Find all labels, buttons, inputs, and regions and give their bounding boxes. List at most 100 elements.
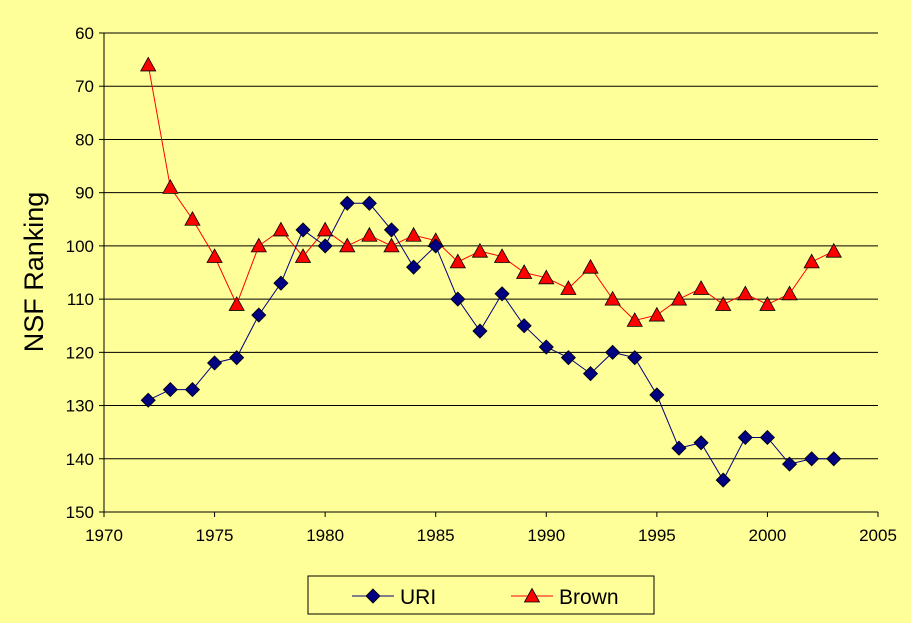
legend-entry-brown: Brown (511, 586, 619, 609)
series-line-brown (147, 64, 834, 321)
data-point-brown (294, 248, 312, 263)
data-point-uri (781, 456, 798, 472)
data-point-uri (317, 238, 333, 254)
data-point-brown (471, 242, 489, 258)
data-point-uri (826, 451, 842, 467)
data-point-uri (516, 318, 532, 334)
x-tick-label: 2005 (859, 526, 897, 545)
data-point-uri (582, 366, 599, 382)
data-point-brown (759, 296, 776, 311)
data-point-brown (626, 312, 643, 327)
data-point-brown (228, 296, 245, 311)
data-point-uri (140, 392, 156, 408)
data-point-uri (693, 435, 709, 451)
y-tick-label: 60 (75, 24, 94, 43)
legend-box (307, 575, 655, 615)
data-point-brown (715, 296, 732, 311)
data-point-brown (582, 258, 599, 274)
y-axis-ticks: 60 70 80 90 100 110 120 130 140 150 (66, 24, 104, 522)
data-point-brown (604, 290, 621, 306)
data-point-uri (339, 195, 355, 211)
data-point-brown (405, 226, 422, 242)
x-tick-label: 1980 (306, 526, 344, 545)
data-point-uri (428, 238, 444, 254)
gridlines (104, 32, 878, 513)
data-point-uri (162, 382, 178, 398)
data-point-brown (316, 221, 334, 237)
y-tick-label: 130 (66, 397, 94, 416)
data-point-uri (671, 440, 687, 456)
y-axis-title: NSF Ranking (19, 192, 49, 353)
data-point-uri (229, 350, 245, 366)
legend-entry-uri: URI (352, 586, 436, 609)
data-point-brown (250, 237, 267, 253)
data-point-uri (450, 291, 466, 307)
data-point-brown (184, 210, 201, 226)
data-point-uri (273, 275, 289, 291)
plot-frame (103, 33, 878, 513)
data-point-uri (759, 429, 775, 446)
data-point-uri (494, 286, 510, 302)
data-point-brown (449, 253, 467, 269)
x-tick-label: 2000 (749, 526, 787, 545)
data-point-brown (162, 179, 179, 194)
series-uri (140, 195, 842, 488)
legend-marker-brown (523, 587, 541, 603)
y-tick-label: 90 (75, 184, 94, 203)
data-point-uri (406, 259, 422, 275)
data-point-uri (383, 222, 400, 238)
y-tick-label: 80 (75, 130, 94, 149)
x-tick-label: 1995 (638, 526, 676, 545)
data-point-brown (737, 285, 754, 301)
data-point-uri (251, 307, 267, 323)
data-point-brown (825, 242, 842, 258)
data-point-brown (493, 248, 511, 263)
legend-label-uri: URI (400, 586, 436, 609)
legend-label-brown: Brown (559, 586, 619, 609)
y-tick-label: 110 (67, 290, 94, 309)
legend-marker-uri (365, 588, 381, 604)
series-brown (140, 56, 842, 327)
y-tick-label: 70 (75, 77, 94, 96)
data-point-brown (648, 306, 666, 322)
x-tick-label: 1985 (417, 526, 455, 545)
data-point-uri (804, 451, 820, 467)
series-layer (140, 56, 842, 488)
data-point-uri (649, 387, 665, 403)
data-point-uri (472, 323, 488, 339)
data-point-uri (538, 339, 554, 355)
x-tick-label: 1970 (85, 526, 123, 545)
data-point-uri (207, 355, 223, 371)
data-point-brown (803, 253, 820, 269)
data-point-brown (515, 264, 533, 279)
data-point-brown (140, 56, 157, 72)
y-tick-label: 150 (66, 503, 94, 522)
data-point-brown (692, 280, 710, 295)
data-point-uri (560, 350, 576, 366)
data-point-uri (295, 222, 311, 238)
data-point-brown (206, 248, 223, 263)
x-tick-label: 1975 (196, 526, 234, 545)
x-tick-label: 1990 (527, 526, 565, 545)
data-point-uri (715, 472, 731, 488)
data-point-uri (627, 350, 643, 366)
data-point-uri (605, 344, 621, 360)
data-point-uri (184, 382, 201, 398)
y-tick-label: 140 (66, 450, 94, 469)
y-tick-label: 120 (66, 343, 94, 362)
data-point-uri (737, 429, 753, 446)
data-point-brown (361, 226, 378, 242)
data-point-brown (538, 269, 555, 285)
y-tick-label: 100 (66, 237, 94, 256)
x-axis-ticks: 1970 1975 1980 1985 1990 1995 2000 2005 (85, 512, 897, 545)
data-point-brown (383, 237, 400, 253)
data-point-uri (361, 195, 377, 211)
series-line-uri (148, 202, 834, 482)
data-point-brown (339, 237, 356, 253)
data-point-brown (781, 285, 798, 301)
data-point-brown (670, 290, 688, 306)
data-point-brown (560, 280, 577, 295)
legend: URI Brown (307, 575, 655, 615)
data-point-brown (272, 221, 290, 237)
